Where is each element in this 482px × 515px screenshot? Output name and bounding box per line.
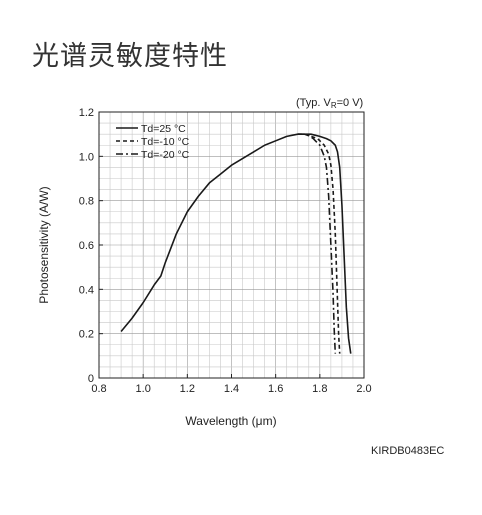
y-tick-label: 0.2 [79,329,94,341]
y-tick-label: 0.6 [79,240,94,252]
legend-label: Td=-20 °C [141,149,190,161]
y-tick-label: 1.2 [79,107,94,119]
x-tick-label: 0.8 [91,383,106,395]
legend-label: Td=-10 °C [141,136,190,148]
grid [98,111,365,379]
axis-ticks: 0.8 1.0 1.2 1.4 1.6 1.8 2.0 0 0.2 0.4 0.6 0.8 1.0 1.2 [79,107,372,395]
x-tick-label: 1.0 [136,383,151,395]
x-tick-label: 1.6 [268,383,283,395]
figure-code: KIRDB0483EC [371,445,445,457]
series-line [297,133,341,354]
y-tick-label: 1.0 [79,151,94,163]
x-tick-label: 1.2 [180,383,195,395]
x-tick-label: 2.0 [356,383,371,395]
x-axis-label: Wavelength (μm) [185,414,276,428]
condition-label: (Typ. VR=0 V) [296,97,363,110]
legend-label: Td=25 °C [141,123,186,135]
page-title: 光谱灵敏度特性 [32,41,228,72]
y-tick-label: 0.4 [79,284,94,296]
series-lines [120,133,352,354]
series-line [297,133,337,354]
y-axis-label: Photosensitivity (A/W) [37,186,51,303]
y-tick-label: 0 [88,373,94,385]
x-tick-label: 1.8 [312,383,327,395]
y-tick-label: 0.8 [79,196,94,208]
series-line [120,133,352,354]
legend: Td=25 °CTd=-10 °CTd=-20 °C [116,123,190,161]
x-tick-label: 1.4 [224,383,239,395]
